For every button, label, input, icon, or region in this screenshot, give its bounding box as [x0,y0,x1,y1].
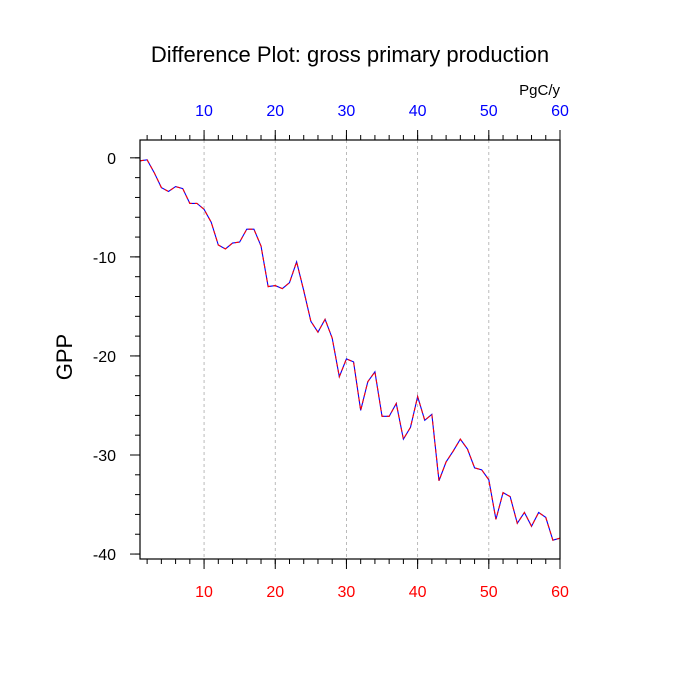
x-tick-label-bottom: 30 [338,584,356,601]
x-tick-label-bottom: 60 [551,584,569,601]
grid-lines [203,140,490,559]
series-lines [139,159,561,541]
x-tick-label-bottom: 50 [480,584,498,601]
series-line-dash-0 [139,159,561,541]
x-tick-label-bottom: 20 [266,584,284,601]
y-tick-label: -10 [93,250,116,267]
x-tick-label-top: 20 [266,103,284,120]
tick-labels: 10 10 20 20 30 30 40 40 50 50 60 60 0 -10 -20 -30 -40 [93,103,569,601]
y-tick-label: -30 [93,448,116,465]
plot-frame [139,139,561,560]
x-tick-label-top: 60 [551,103,569,120]
x-tick-label-top: 40 [409,103,427,120]
series-line-base-0 [139,159,561,541]
x-tick-label-top: 30 [338,103,356,120]
units-label: PgC/y [519,82,560,99]
y-tick-label: -20 [93,349,116,366]
axis-ticks [130,130,561,569]
y-axis-label: GPP [52,334,77,380]
chart-title: Difference Plot: gross primary productio… [151,42,549,67]
y-tick-label: -40 [93,547,116,564]
x-tick-label-bottom: 10 [195,584,213,601]
x-tick-label-top: 50 [480,103,498,120]
x-tick-label-top: 10 [195,103,213,120]
x-tick-label-bottom: 40 [409,584,427,601]
y-tick-label: 0 [107,151,116,168]
